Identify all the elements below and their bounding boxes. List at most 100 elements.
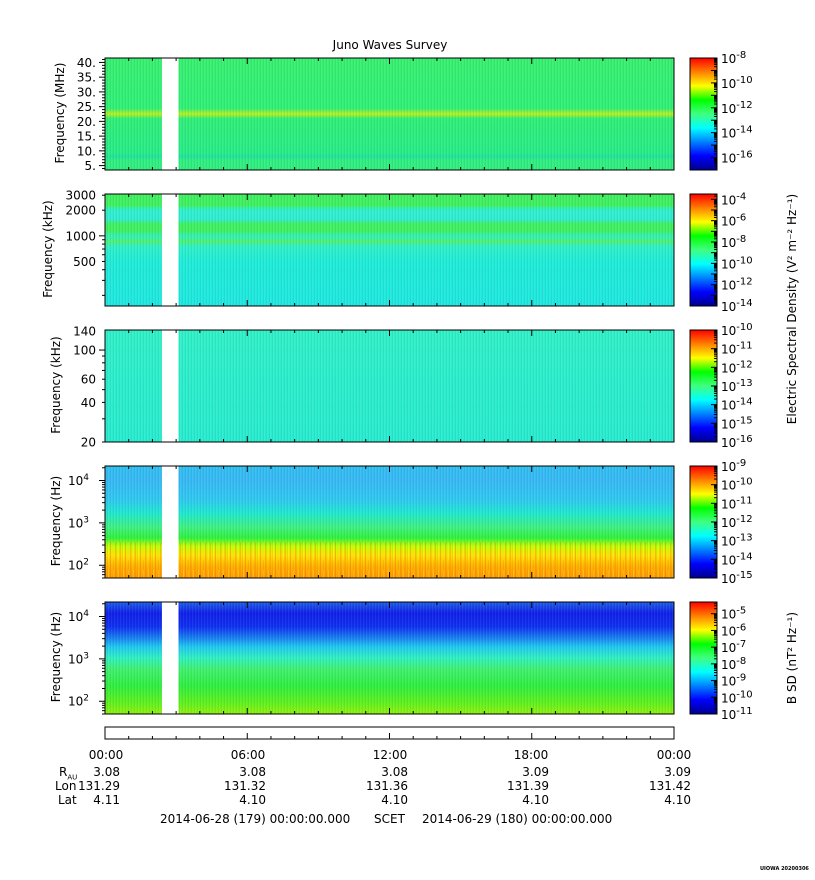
colorbar-tick-label-p2-5: 10-14 — [721, 298, 753, 314]
colorbar-tick-label-p2-1: 10-6 — [721, 213, 746, 229]
y-tick-label-p2-0: 500 — [73, 255, 96, 269]
lat-value-2: 4.10 — [381, 793, 408, 807]
y-axis-label-panel-1: Frequency (MHz) — [53, 62, 67, 164]
colorbar-tick-label-p2-4: 10-12 — [721, 277, 753, 293]
lon-value-2: 131.36 — [366, 779, 408, 793]
ephemeris-label-r: RAU — [59, 765, 78, 782]
y-tick-label-p1-5: 30. — [77, 85, 96, 99]
r-value-3: 3.09 — [522, 765, 549, 779]
r-value-1: 3.08 — [239, 765, 266, 779]
lon-value-0: 131.29 — [78, 779, 120, 793]
colorbar-tick-label-p4-2: 10-11 — [721, 495, 753, 511]
y-tick-label-p3-4: 140 — [73, 324, 96, 338]
y-axis-label-panel-3: Frequency (kHz) — [49, 336, 63, 434]
y-tick-label-p2-3: 3000 — [65, 189, 96, 203]
lat-value-4: 4.10 — [664, 793, 691, 807]
colorbar-tick-label-p4-6: 10-15 — [721, 570, 753, 586]
y-tick-label-p5-0: 102 — [68, 694, 89, 709]
y-tick-label-p1-4: 25. — [77, 100, 96, 114]
lat-value-1: 4.10 — [239, 793, 266, 807]
y-tick-label-p5-2: 104 — [68, 609, 89, 624]
colorbar-tick-label-p4-4: 10-13 — [721, 533, 753, 549]
colorbar-tick-label-p4-0: 10-9 — [721, 458, 746, 474]
y-tick-label-p3-3: 100 — [73, 344, 96, 358]
colorbar-tick-label-p5-1: 10-6 — [721, 622, 746, 638]
colorbar-2: 10-4 10-6 10-8 10-10 10-12 10-14 — [689, 191, 753, 314]
colorbar-tick-label-p5-0: 10-5 — [721, 606, 746, 622]
colorbar-tick-label-p3-2: 10-12 — [721, 359, 753, 375]
colorbar-label-electric: Electric Spectral Density (V² m⁻² Hz⁻¹) — [785, 193, 799, 425]
y-axis-label-panel-4: Frequency (Hz) — [49, 475, 63, 567]
y-tick-label-p4-2: 104 — [68, 473, 89, 488]
colorbar-tick-label-p1-0: 10-8 — [721, 50, 746, 66]
spectrogram-texture-2 — [105, 194, 674, 306]
ephemeris-label-lat: Lat — [58, 793, 77, 807]
time-frame-label: SCET — [374, 812, 405, 826]
spectrogram-texture-1 — [105, 58, 674, 170]
colorbar-tick-label-p1-1: 10-10 — [721, 75, 753, 91]
colorbar-tick-label-p1-2: 10-12 — [721, 100, 753, 116]
spectrogram-panel-3: 20 40 60 100 140 10-10 10-11 10-12 10-13 10-14 10-… — [73, 322, 753, 450]
y-tick-label-p1-0: 5. — [85, 159, 96, 173]
y-tick-label-p5-1: 103 — [68, 651, 89, 666]
colorbar-label-magnetic: B SD (nT² Hz⁻¹) — [785, 611, 799, 705]
data-gap-5 — [161, 602, 179, 714]
colorbar-tick-label-p5-4: 10-9 — [721, 673, 746, 689]
colorbar-gradient-5 — [689, 601, 718, 715]
y-axis-label-panel-5: Frequency (Hz) — [49, 611, 63, 703]
r-value-0: 3.08 — [93, 765, 120, 779]
colorbar-tick-label-p3-3: 10-13 — [721, 378, 753, 394]
x-tick-label-0: 00:00 — [88, 748, 124, 762]
y-tick-label-p1-1: 10. — [77, 144, 96, 158]
colorbar-tick-label-p1-4: 10-16 — [721, 150, 753, 166]
colorbar-tick-label-p4-5: 10-14 — [721, 551, 753, 567]
spectrogram-texture-3 — [105, 330, 674, 442]
lon-value-1: 131.32 — [224, 779, 266, 793]
credit-label: UIOWA 20200306 — [760, 866, 809, 872]
data-gap-2 — [161, 194, 179, 306]
x-tick-label-1: 06:00 — [230, 748, 266, 762]
spectrogram-panel-1: 5.10.15.20.25.30.35.40. 10-810-1010-1210-… — [77, 50, 753, 173]
colorbar-tick-label-p3-0: 10-10 — [721, 322, 753, 338]
y-tick-label-p4-1: 103 — [68, 515, 89, 530]
colorbar-3: 10-10 10-11 10-12 10-13 10-14 10-15 10-16 — [689, 322, 753, 450]
lon-value-3: 131.39 — [507, 779, 549, 793]
colorbar-tick-label-p5-6: 10-11 — [721, 706, 753, 722]
lat-value-3: 4.10 — [522, 793, 549, 807]
colorbar-tick-label-p1-3: 10-14 — [721, 125, 753, 141]
colorbar-tick-label-p5-2: 10-7 — [721, 639, 746, 655]
colorbar-tick-label-p3-1: 10-11 — [721, 341, 753, 357]
y-tick-label-p3-2: 60 — [81, 373, 96, 387]
colorbar-tick-label-p2-0: 10-4 — [721, 191, 746, 207]
colorbar-gradient-2 — [689, 193, 718, 307]
colorbar-tick-label-p4-1: 10-10 — [721, 477, 753, 493]
data-gap-1 — [161, 58, 179, 170]
data-gap-4 — [161, 466, 179, 578]
colorbar-1: 10-8 10-10 10-12 10-14 10-16 — [689, 50, 753, 171]
lon-value-4: 131.42 — [649, 779, 691, 793]
y-tick-label-p3-1: 40 — [81, 396, 96, 410]
lat-value-0: 4.11 — [93, 793, 120, 807]
colorbar-tick-label-p4-3: 10-12 — [721, 514, 753, 530]
colorbar-tick-label-p2-2: 10-8 — [721, 234, 746, 250]
colorbar-tick-label-p3-5: 10-15 — [721, 415, 753, 431]
time-range-start: 2014-06-28 (179) 00:00:00.000 — [160, 812, 351, 826]
y-tick-label-p2-1: 1000 — [65, 229, 96, 243]
x-tick-label-2: 12:00 — [372, 748, 408, 762]
y-tick-label-p1-6: 35. — [77, 71, 96, 85]
colorbar-tick-label-p3-4: 10-14 — [721, 397, 753, 413]
y-tick-label-p1-3: 20. — [77, 115, 96, 129]
y-axis-label-panel-2: Frequency (kHz) — [41, 200, 55, 298]
y-tick-label-p1-2: 15. — [77, 130, 96, 144]
chart-title: Juno Waves Survey — [332, 38, 448, 52]
y-tick-label-p3-0: 20 — [81, 436, 96, 450]
y-tick-label-p2-2: 2000 — [65, 204, 96, 218]
ephemeris-label-lon: Lon — [55, 779, 77, 793]
r-value-4: 3.09 — [664, 765, 691, 779]
time-range-end: 2014-06-29 (180) 00:00:00.000 — [422, 812, 613, 826]
spectrogram-texture-5 — [105, 602, 674, 714]
